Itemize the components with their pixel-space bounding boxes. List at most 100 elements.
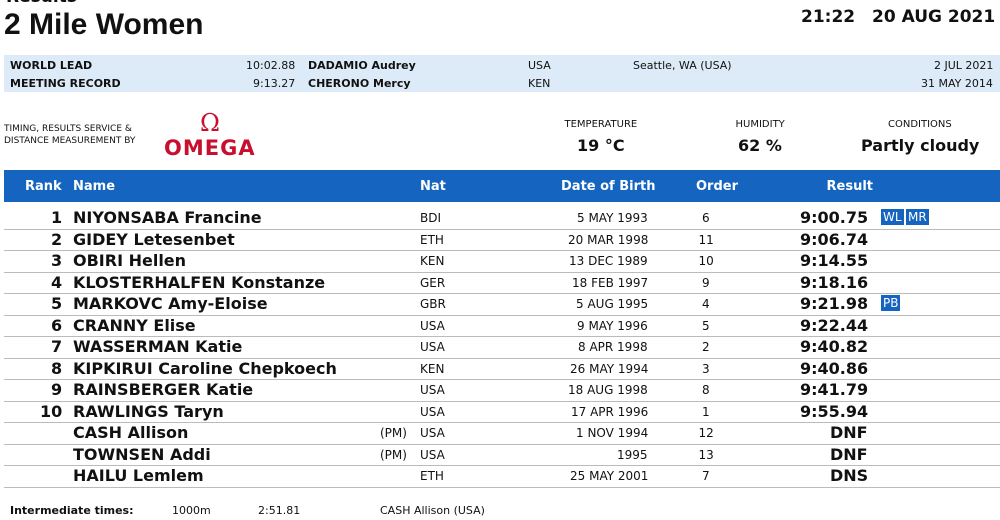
order: 1 (702, 404, 710, 419)
order: 9 (702, 275, 710, 290)
nat: USA (420, 340, 445, 354)
record-name: CHERONO Mercy (308, 76, 411, 90)
result: 9:40.82 (800, 337, 869, 356)
dob: 17 APR 1996 (571, 404, 649, 419)
omega-logo: OMEGA (164, 135, 256, 160)
nat: GBR (420, 297, 446, 311)
nat: GER (420, 275, 446, 290)
result: 9:18.16 (800, 272, 869, 292)
weather-value: 19 °C (577, 136, 625, 155)
event-date: 20 AUG 2021 (872, 6, 996, 27)
athlete-name: NIYONSABA Francine (73, 208, 262, 227)
order: 13 (698, 447, 714, 462)
nat: USA (420, 404, 445, 419)
row-divider (4, 250, 1000, 251)
athlete-name: MARKOVC Amy-Eloise (73, 294, 268, 313)
athlete-name: OBIRI Hellen (73, 251, 187, 270)
result: DNF (830, 423, 868, 442)
nat: USA (420, 383, 445, 397)
row-divider (4, 443, 1000, 445)
order: 4 (702, 297, 710, 311)
rank: 2 (51, 229, 63, 249)
timing-text: TIMING, RESULTS SERVICE & (4, 123, 132, 134)
dob: 9 MAY 1996 (577, 318, 648, 333)
result: DNF (830, 444, 868, 464)
nat: ETH (420, 469, 444, 483)
record-label: MEETING RECORD (10, 76, 121, 90)
record-nat: USA (528, 58, 551, 72)
record-badge: PB (881, 295, 901, 311)
athlete-name: RAWLINGS Taryn (73, 401, 224, 421)
column-header: Order (696, 178, 738, 194)
record-date: 31 MAY 2014 (921, 76, 993, 90)
athlete-name: KLOSTERHALFEN Konstanze (73, 272, 326, 292)
column-header: Nat (420, 178, 446, 194)
result: 9:06.74 (800, 229, 869, 249)
rank: 10 (40, 401, 63, 421)
result: 9:41.79 (800, 380, 869, 399)
order: 2 (702, 340, 710, 354)
result: 9:55.94 (800, 401, 869, 421)
timing-text: DISTANCE MEASUREMENT BY (4, 135, 136, 146)
row-divider (4, 486, 1000, 488)
athlete-name: WASSERMAN Katie (73, 337, 243, 356)
row-divider (4, 336, 1000, 337)
result: 9:21.98 (800, 294, 869, 313)
start-time-label: START TIME (800, 0, 852, 2)
nat: USA (420, 318, 445, 333)
record-nat: KEN (528, 76, 551, 90)
dob: 1 NOV 1994 (576, 426, 649, 440)
rank: 1 (51, 208, 63, 227)
rank: 7 (51, 337, 63, 356)
dob: 25 MAY 2001 (570, 469, 649, 483)
record-badge: MR (906, 209, 929, 225)
start-time: 21:22 (801, 6, 856, 27)
row-divider (4, 465, 1000, 466)
order: 10 (698, 254, 714, 268)
order: 3 (702, 361, 710, 376)
nat: KEN (420, 254, 445, 268)
column-header: Date of Birth (561, 178, 656, 194)
nat: USA (420, 447, 445, 462)
order: 8 (702, 383, 710, 397)
note: (PM) (380, 447, 407, 462)
result: 9:22.44 (800, 315, 869, 335)
record-date: 2 JUL 2021 (934, 58, 994, 72)
weather-value: 62 % (738, 136, 782, 155)
record-place: Seattle, WA (USA) (633, 58, 732, 72)
weather-value: Partly cloudy (861, 136, 980, 155)
row-divider (4, 379, 1000, 380)
dob: 26 MAY 1994 (570, 361, 649, 376)
athlete-name: HAILU Lemlem (73, 466, 204, 485)
row-divider (4, 228, 1000, 230)
athlete-name: KIPKIRUI Caroline Chepkoech (73, 358, 337, 378)
intermediate-label: Intermediate times: (10, 503, 134, 517)
nat: ETH (420, 232, 444, 247)
order: 11 (698, 232, 714, 247)
dob: 13 DEC 1989 (569, 254, 648, 268)
dob: 18 FEB 1997 (572, 275, 649, 290)
athlete-name: CASH Allison (73, 423, 189, 442)
dob: 8 APR 1998 (578, 340, 648, 354)
record-label: WORLD LEAD (10, 58, 93, 72)
athlete-name: GIDEY Letesenbet (73, 229, 235, 249)
rank: 4 (51, 272, 63, 292)
intermediate-distance: 1000m (172, 503, 211, 517)
result: DNS (830, 466, 869, 485)
dob: 1995 (617, 447, 648, 462)
nat: KEN (420, 361, 445, 376)
intermediate-time: 2:51.81 (258, 503, 301, 517)
category: Results (6, 0, 77, 6)
weather-label: CONDITIONS (888, 119, 952, 130)
omega-symbol: Ω (200, 109, 220, 137)
record-time: 9:13.27 (253, 76, 296, 90)
result: 9:14.55 (800, 251, 869, 270)
records-band (4, 55, 1000, 92)
dob: 20 MAR 1998 (568, 232, 649, 247)
record-name: DADAMIO Audrey (308, 58, 416, 72)
row-divider (4, 314, 1000, 316)
rank: 9 (51, 380, 63, 399)
column-header: Name (73, 178, 116, 194)
